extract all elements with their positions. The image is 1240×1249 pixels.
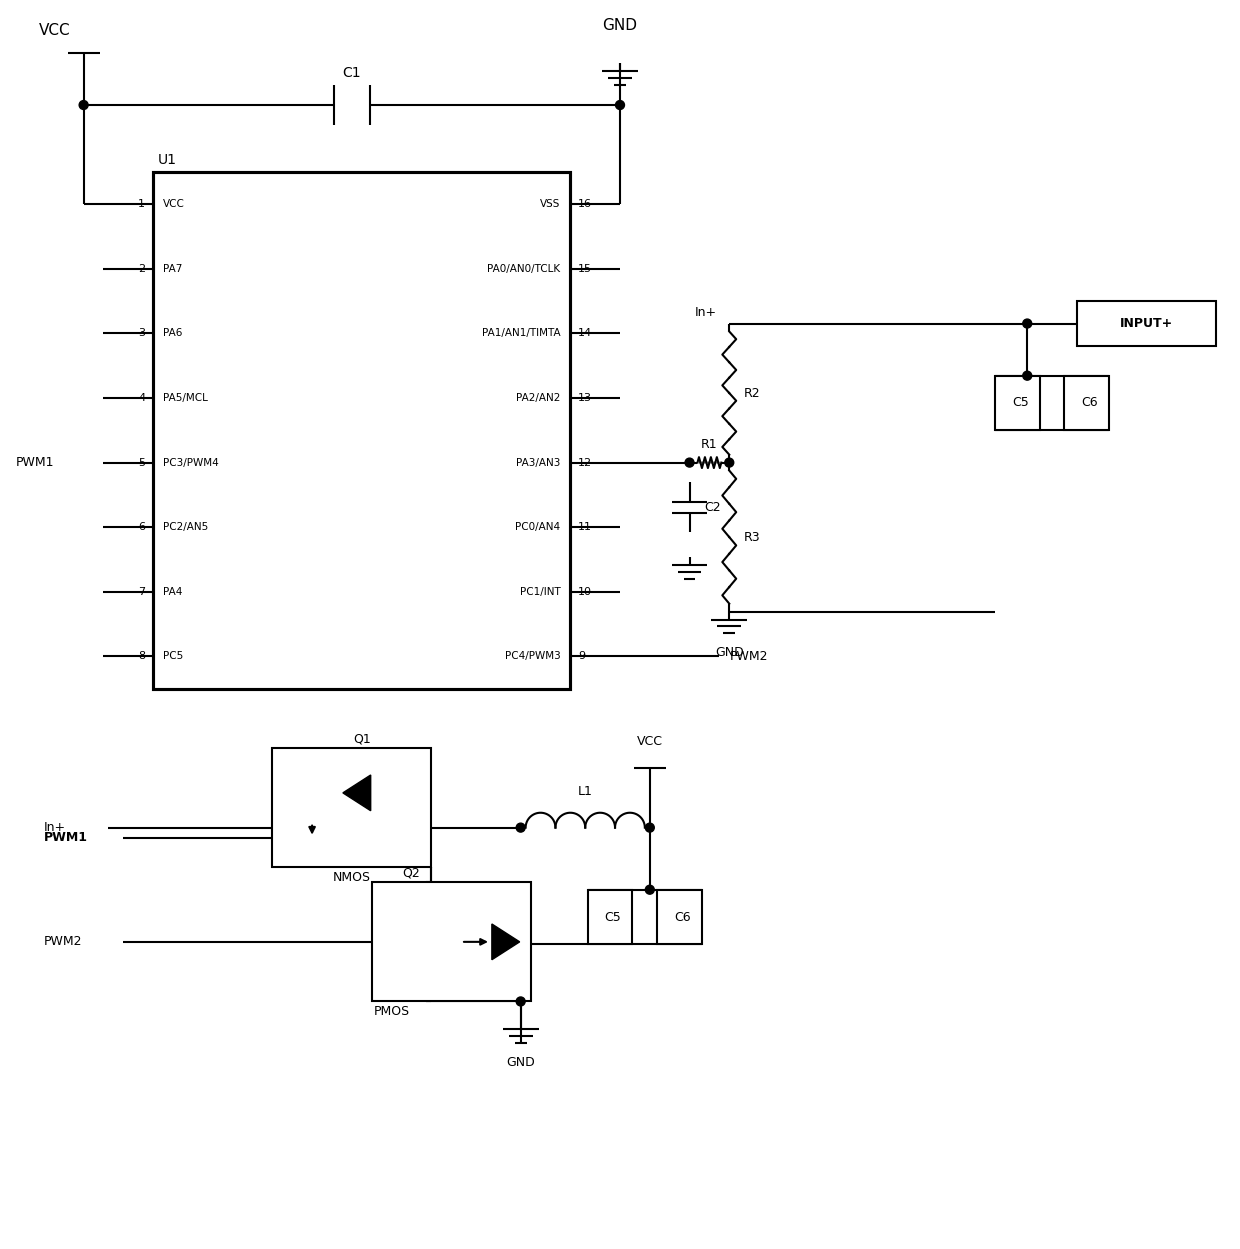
Text: PWM2: PWM2 <box>43 936 82 948</box>
Text: VCC: VCC <box>38 22 71 37</box>
Bar <box>994 376 1039 431</box>
Text: PWM1: PWM1 <box>43 831 88 844</box>
Text: Q1: Q1 <box>353 732 371 746</box>
Bar <box>273 748 432 867</box>
Text: C5: C5 <box>1012 396 1029 410</box>
Circle shape <box>516 997 526 1005</box>
Text: 15: 15 <box>578 264 593 274</box>
Circle shape <box>645 886 655 894</box>
Bar <box>588 889 632 944</box>
Text: In+: In+ <box>43 821 66 834</box>
Text: 12: 12 <box>578 457 593 467</box>
Text: 3: 3 <box>138 328 145 338</box>
Text: 10: 10 <box>578 587 593 597</box>
Text: PA0/AN0/TCLK: PA0/AN0/TCLK <box>487 264 560 274</box>
Text: 11: 11 <box>578 522 593 532</box>
Circle shape <box>1023 371 1032 380</box>
Text: PA7: PA7 <box>164 264 182 274</box>
Text: PC3/PWM4: PC3/PWM4 <box>164 457 218 467</box>
Circle shape <box>615 101 625 110</box>
Text: 14: 14 <box>578 328 593 338</box>
Text: 5: 5 <box>138 457 145 467</box>
Text: 2: 2 <box>138 264 145 274</box>
Bar <box>154 172 570 688</box>
Circle shape <box>725 458 734 467</box>
Circle shape <box>516 823 526 832</box>
Text: C5: C5 <box>605 911 621 923</box>
Text: R2: R2 <box>744 387 761 400</box>
Text: 8: 8 <box>138 651 145 661</box>
Text: GND: GND <box>603 17 637 32</box>
Text: VCC: VCC <box>637 736 663 748</box>
Polygon shape <box>343 774 371 811</box>
Text: PC4/PWM3: PC4/PWM3 <box>505 651 560 661</box>
Bar <box>1064 376 1110 431</box>
Text: U1: U1 <box>159 154 177 167</box>
Circle shape <box>684 458 694 467</box>
Text: PMOS: PMOS <box>373 1005 409 1018</box>
Circle shape <box>79 101 88 110</box>
Text: C1: C1 <box>342 66 361 80</box>
Bar <box>657 889 702 944</box>
Text: 13: 13 <box>578 393 593 403</box>
Text: VSS: VSS <box>541 200 560 210</box>
Text: C2: C2 <box>704 501 720 513</box>
Circle shape <box>645 823 655 832</box>
Text: PC2/AN5: PC2/AN5 <box>164 522 208 532</box>
Text: Q2: Q2 <box>403 867 420 879</box>
Text: PA5/MCL: PA5/MCL <box>164 393 208 403</box>
Text: INPUT+: INPUT+ <box>1120 317 1173 330</box>
Text: In+: In+ <box>694 306 717 318</box>
Text: PWM2: PWM2 <box>729 649 768 663</box>
Text: PC1/INT: PC1/INT <box>520 587 560 597</box>
Text: 1: 1 <box>138 200 145 210</box>
Text: VCC: VCC <box>164 200 185 210</box>
Bar <box>1076 301 1216 346</box>
Text: GND: GND <box>506 1057 534 1069</box>
Text: NMOS: NMOS <box>332 872 371 884</box>
Text: PA6: PA6 <box>164 328 182 338</box>
Text: C6: C6 <box>1081 396 1099 410</box>
Text: R3: R3 <box>744 531 761 543</box>
Polygon shape <box>492 924 520 959</box>
Text: L1: L1 <box>578 784 593 798</box>
Text: PA1/AN1/TIMTA: PA1/AN1/TIMTA <box>482 328 560 338</box>
Text: 4: 4 <box>138 393 145 403</box>
Text: 9: 9 <box>578 651 585 661</box>
Text: 7: 7 <box>138 587 145 597</box>
Bar <box>372 882 531 1002</box>
Text: PC5: PC5 <box>164 651 184 661</box>
Text: PA3/AN3: PA3/AN3 <box>516 457 560 467</box>
Text: PC0/AN4: PC0/AN4 <box>516 522 560 532</box>
Text: PWM1: PWM1 <box>15 456 53 470</box>
Text: R1: R1 <box>701 437 718 451</box>
Text: PA4: PA4 <box>164 587 182 597</box>
Circle shape <box>1023 318 1032 328</box>
Text: PA2/AN2: PA2/AN2 <box>516 393 560 403</box>
Text: GND: GND <box>715 646 744 659</box>
Text: 16: 16 <box>578 200 593 210</box>
Text: 6: 6 <box>138 522 145 532</box>
Text: C6: C6 <box>675 911 691 923</box>
